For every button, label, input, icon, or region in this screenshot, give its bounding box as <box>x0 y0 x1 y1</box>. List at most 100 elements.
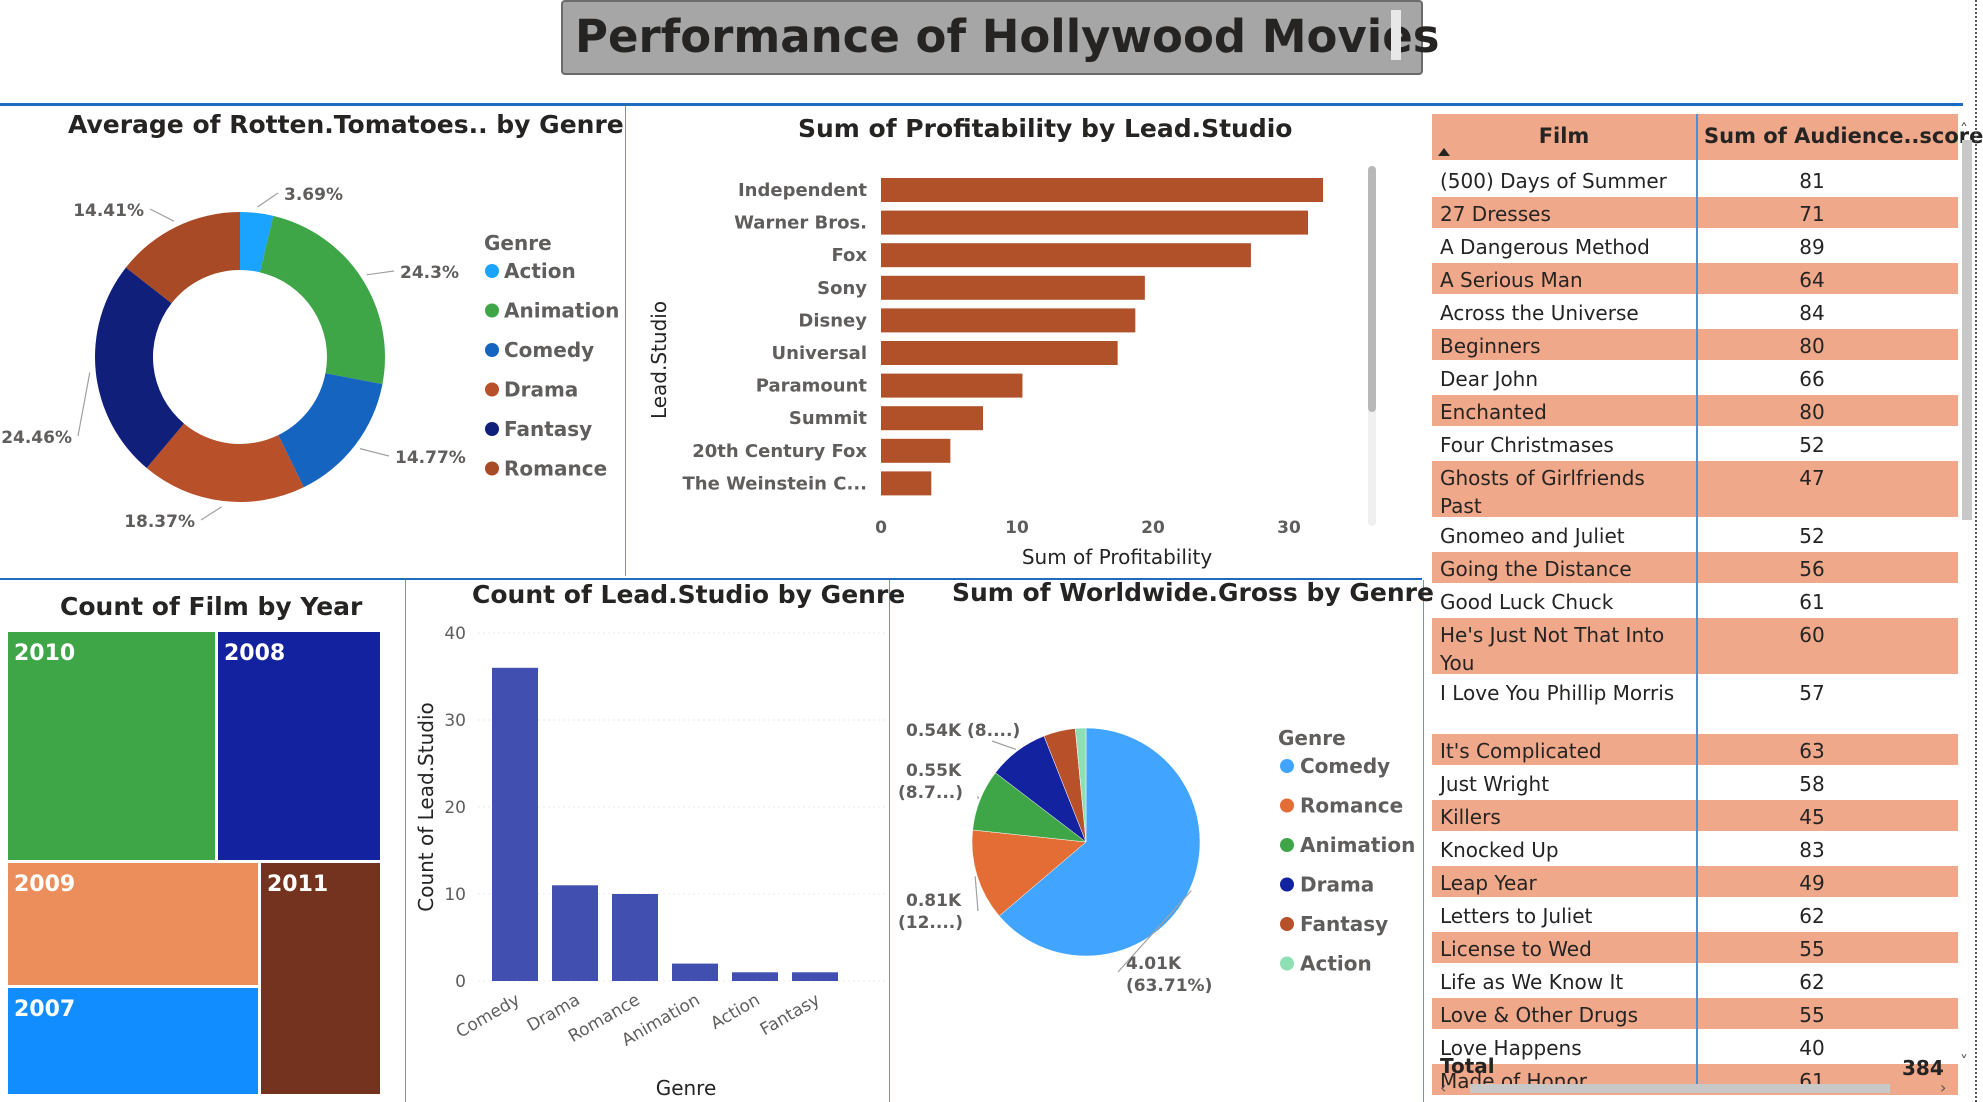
column-x-axis-title: Genre <box>656 1076 717 1100</box>
table-row[interactable]: Ghosts of Girlfriends Past 47 <box>1432 461 1958 518</box>
table-row[interactable]: I Love You Phillip Morris 57 <box>1432 676 1958 732</box>
profit-bar[interactable] <box>881 438 951 463</box>
pie-data-label-percent: (8.7...) <box>898 783 963 803</box>
table-row[interactable]: Good Luck Chuck 61 <box>1432 585 1958 616</box>
donut-leader-line <box>366 270 395 276</box>
table-row[interactable]: He's Just Not That Into You 60 <box>1432 618 1958 675</box>
table-row[interactable]: Leap Year 49 <box>1432 866 1958 897</box>
donut-slice-drama[interactable] <box>146 423 304 502</box>
scroll-up-icon[interactable]: ˄ <box>1960 120 1968 139</box>
profit-bar[interactable] <box>881 308 1136 333</box>
scroll-down-icon[interactable]: ˅ <box>1960 1052 1968 1071</box>
treemap-chart[interactable]: 2010 2008 2009 2011 2007 <box>8 632 380 1094</box>
cell-film: Love & Other Drugs <box>1440 1003 1639 1027</box>
horizontal-scrollbar-thumb[interactable] <box>1470 1084 1890 1093</box>
worldwide-gross-pie-chart[interactable]: 4.01K(63.71%) 0.81K(12....) 0.55K(8.7...) 0… <box>890 615 1422 1102</box>
column-bar[interactable] <box>492 667 538 981</box>
profit-bar[interactable] <box>881 275 1145 300</box>
treemap-tile-2010[interactable]: 2010 <box>8 632 215 860</box>
donut-legend-item[interactable]: Comedy <box>504 338 594 362</box>
table-row[interactable]: Across the Universe 84 <box>1432 296 1958 327</box>
table-row[interactable]: Just Wright 58 <box>1432 767 1958 798</box>
table-row[interactable]: 27 Dresses 71 <box>1432 197 1958 228</box>
header-divider <box>1696 114 1698 160</box>
profit-bar[interactable] <box>881 243 1251 268</box>
table-row[interactable]: Life as We Know It 62 <box>1432 965 1958 996</box>
table-row[interactable]: A Serious Man 64 <box>1432 263 1958 294</box>
profit-bar[interactable] <box>881 406 983 431</box>
table-row[interactable]: (500) Days of Summer 81 <box>1432 164 1958 195</box>
table-row[interactable]: Enchanted 80 <box>1432 395 1958 426</box>
pie-legend-item[interactable]: Action <box>1300 952 1372 976</box>
cell-film: Beginners <box>1440 334 1541 358</box>
pie-legend-item[interactable]: Animation <box>1300 833 1415 857</box>
donut-leader-line <box>359 448 390 457</box>
donut-chart[interactable]: 3.69% 24.3% 14.77% 18.37% 24.46% 14.41% Genre A… <box>0 150 620 560</box>
donut-legend-item[interactable]: Fantasy <box>504 417 592 441</box>
donut-data-label: 24.46% <box>1 428 72 448</box>
table-row[interactable]: Four Christmases 52 <box>1432 428 1958 459</box>
profitability-bar-chart[interactable]: Independent Warner Bros. Fox Sony Disney Univ… <box>627 150 1422 575</box>
pie-data-label-percent: (12....) <box>898 913 963 933</box>
treemap-tile-2011[interactable]: 2011 <box>261 863 380 1094</box>
donut-slice-comedy[interactable] <box>278 373 383 488</box>
column-bar[interactable] <box>732 972 778 981</box>
donut-legend-item[interactable]: Animation <box>504 299 619 323</box>
donut-legend-item[interactable]: Drama <box>504 378 578 402</box>
donut-slice-animation[interactable] <box>259 215 385 385</box>
pie-legend-item[interactable]: Fantasy <box>1300 912 1388 936</box>
treemap-tile-2007[interactable]: 2007 <box>8 988 258 1094</box>
donut-legend-item[interactable]: Action <box>504 259 576 283</box>
scroll-left-icon[interactable]: ‹ <box>1440 1078 1447 1097</box>
donut-legend-item[interactable]: Romance <box>504 457 607 481</box>
column-y-tick: 10 <box>444 885 466 905</box>
header-score[interactable]: Sum of Audience..score <box>1704 124 1983 148</box>
column-bar[interactable] <box>612 894 658 981</box>
pie-slice-comedy[interactable] <box>998 727 1201 957</box>
table-row[interactable]: Going the Distance 56 <box>1432 552 1958 583</box>
table-row[interactable]: A Dangerous Method 89 <box>1432 230 1958 261</box>
donut-legend-swatch <box>485 343 499 357</box>
sort-ascending-icon[interactable] <box>1438 148 1450 156</box>
pie-slice-romance[interactable] <box>971 829 1087 917</box>
donut-data-label: 3.69% <box>284 185 343 205</box>
pie-slice-action[interactable] <box>1074 727 1087 843</box>
profit-bar[interactable] <box>881 178 1323 202</box>
table-row[interactable]: It's Complicated 63 <box>1432 734 1958 765</box>
treemap-title: Count of Film by Year <box>60 592 363 621</box>
column-bar[interactable] <box>672 963 718 981</box>
column-y-tick: 40 <box>444 624 466 644</box>
cell-score: 52 <box>1799 433 1825 457</box>
profit-bar[interactable] <box>881 471 932 496</box>
donut-leader-line <box>77 372 91 437</box>
donut-slice-fantasy[interactable] <box>95 267 184 468</box>
column-bar[interactable] <box>792 972 838 981</box>
pie-legend-item[interactable]: Romance <box>1300 794 1403 818</box>
treemap-tile-2009[interactable]: 2009 <box>8 863 258 985</box>
header-film[interactable]: Film <box>1538 124 1590 148</box>
profit-bar[interactable] <box>881 210 1309 235</box>
donut-slice-action[interactable] <box>240 212 274 273</box>
table-row[interactable]: Letters to Juliet 62 <box>1432 899 1958 930</box>
profit-bar[interactable] <box>881 373 1023 398</box>
cell-film: Life as We Know It <box>1440 970 1624 994</box>
vertical-scrollbar-thumb[interactable] <box>1962 140 1972 520</box>
cell-film: A Serious Man <box>1440 268 1583 292</box>
table-row[interactable]: Knocked Up 83 <box>1432 833 1958 864</box>
table-row[interactable]: Dear John 66 <box>1432 362 1958 393</box>
pie-legend-item[interactable]: Comedy <box>1300 754 1390 778</box>
table-row[interactable]: Gnomeo and Juliet 52 <box>1432 519 1958 550</box>
table-row[interactable]: Love Happens 40 <box>1432 1031 1958 1062</box>
profit-scroll-thumb[interactable] <box>1368 166 1376 412</box>
table-row[interactable]: Love & Other Drugs 55 <box>1432 998 1958 1029</box>
pie-legend-item[interactable]: Drama <box>1300 873 1374 897</box>
treemap-tile-2008[interactable]: 2008 <box>218 632 380 860</box>
table-row[interactable]: Beginners 80 <box>1432 329 1958 360</box>
scroll-right-icon[interactable]: › <box>1940 1078 1947 1097</box>
profit-bar[interactable] <box>881 341 1118 365</box>
column-bar[interactable] <box>552 885 598 981</box>
donut-slice-romance[interactable] <box>125 212 240 304</box>
table-row[interactable]: Killers 45 <box>1432 800 1958 831</box>
table-row[interactable]: License to Wed 55 <box>1432 932 1958 963</box>
